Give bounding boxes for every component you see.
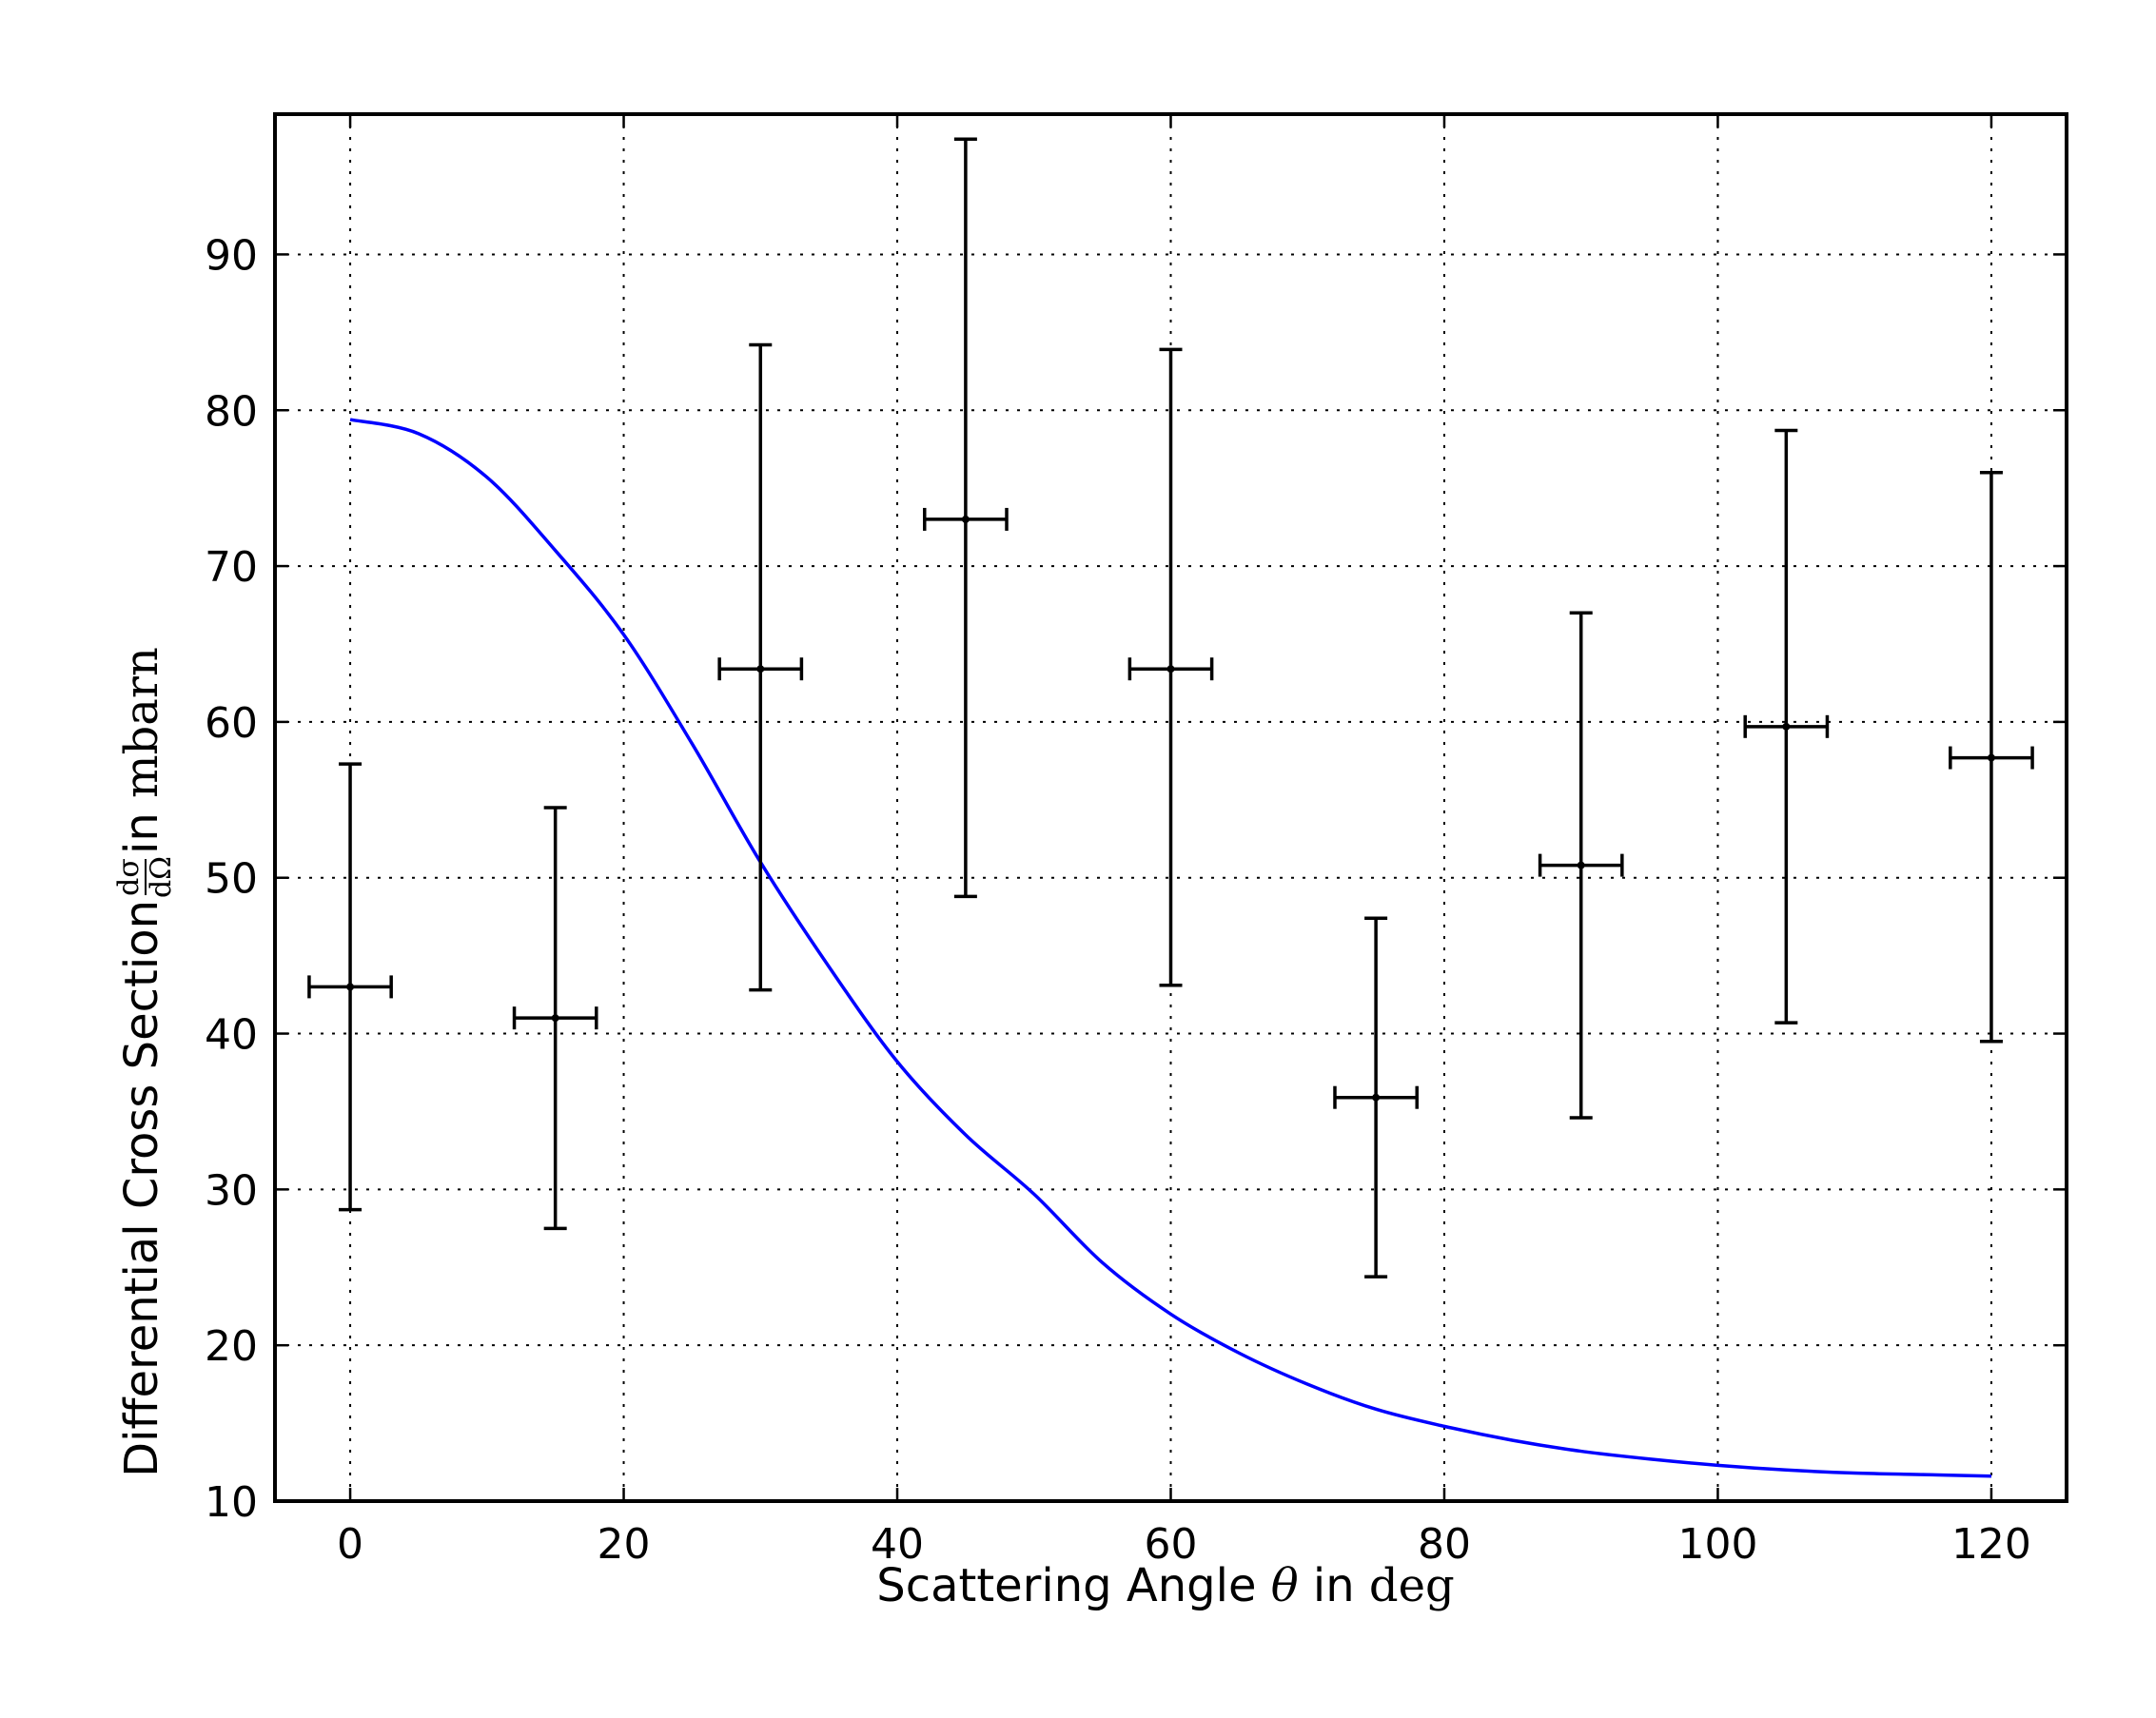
data-point — [307, 762, 393, 1212]
data-point — [923, 137, 1009, 899]
y-label-mid: in — [115, 798, 168, 854]
data-point — [1743, 428, 1830, 1025]
y-tick-label: 40 — [205, 1011, 258, 1060]
error-bars-layer — [307, 137, 2034, 1279]
data-point — [512, 806, 598, 1231]
y-tick-label: 10 — [205, 1478, 258, 1527]
data-marker — [551, 1014, 559, 1023]
data-point — [1538, 611, 1624, 1120]
tick-labels: 0 20 40 60 80 100 120 10 20 30 40 50 60 70 80 90 — [205, 231, 2031, 1569]
y-tick-label: 60 — [205, 699, 258, 748]
x-tick-label: 100 — [1677, 1520, 1757, 1569]
y-label-unit: mbarn — [115, 647, 168, 798]
data-marker — [756, 665, 765, 674]
y-label-prefix: Differential Cross Section — [115, 900, 168, 1477]
x-label-symbol: θ — [1271, 1559, 1299, 1612]
x-tick-label: 0 — [337, 1520, 363, 1569]
data-marker — [1372, 1093, 1381, 1102]
grid — [275, 114, 2067, 1501]
y-label-frac-num: dσ — [112, 858, 146, 896]
data-marker — [1782, 722, 1791, 731]
x-axis-label: Scattering Angle θ in deg — [876, 1559, 1455, 1612]
data-marker — [961, 515, 970, 523]
data-point — [1333, 916, 1419, 1279]
y-tick-label: 20 — [205, 1322, 258, 1371]
data-point — [1127, 347, 1214, 987]
x-tick-label: 40 — [871, 1520, 924, 1569]
y-tick-label: 90 — [205, 231, 258, 280]
data-point — [717, 342, 804, 992]
y-tick-label: 70 — [205, 543, 258, 592]
x-label-mid: in — [1299, 1559, 1369, 1612]
x-label-prefix: Scattering Angle — [876, 1559, 1271, 1612]
model-curve-layer — [349, 418, 1991, 1478]
y-label-suffix: in mbarn — [115, 647, 168, 854]
y-tick-label: 30 — [205, 1166, 258, 1215]
axis-ticks — [275, 114, 2067, 1503]
x-label-unit: deg — [1369, 1559, 1455, 1612]
y-tick-label: 80 — [205, 387, 258, 436]
y-label-frac-den: dΩ — [145, 856, 178, 898]
data-point — [1949, 471, 2034, 1044]
x-tick-label: 120 — [1951, 1520, 2031, 1569]
x-tick-label: 60 — [1145, 1520, 1198, 1569]
data-marker — [1166, 665, 1175, 674]
model-curve — [349, 418, 1991, 1478]
x-tick-label: 80 — [1418, 1520, 1471, 1569]
data-marker — [1577, 861, 1585, 869]
y-tick-label: 50 — [205, 855, 258, 904]
x-tick-label: 20 — [598, 1520, 651, 1569]
data-marker — [1987, 753, 1995, 762]
data-marker — [346, 983, 355, 991]
y-axis-label: Differential Cross Section dσ dΩ in mbar… — [112, 647, 178, 1477]
